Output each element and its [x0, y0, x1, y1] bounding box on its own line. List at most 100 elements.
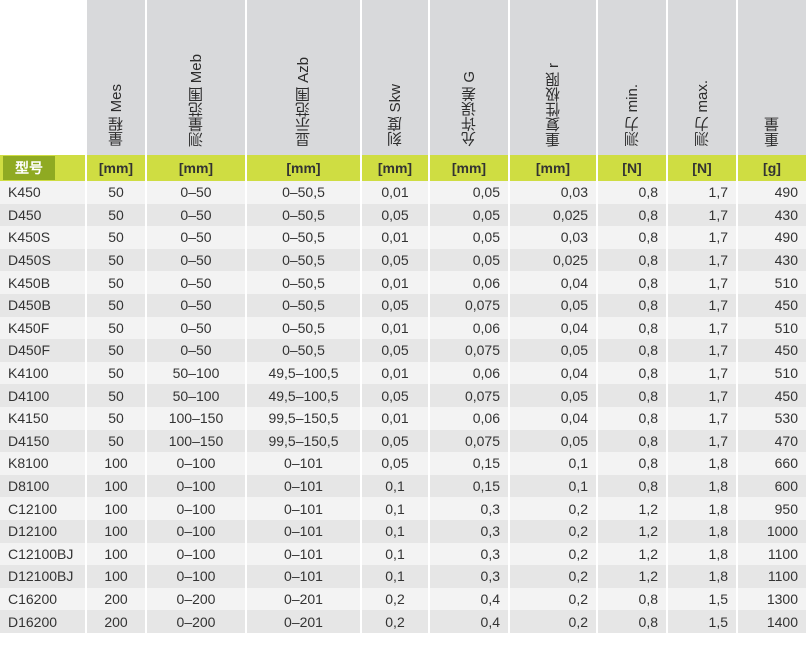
header-label-tolerance: 允许误差 G [460, 71, 478, 147]
value-cell: 0,8 [597, 271, 668, 294]
value-cell: 530 [737, 406, 807, 430]
header-label-range: 量程 Mes [107, 84, 125, 147]
value-cell: 490 [737, 181, 807, 204]
value-cell: 1,5 [667, 587, 738, 611]
value-cell: 1400 [737, 610, 807, 633]
value-cell: 0–100 [146, 565, 247, 588]
value-cell: 0,8 [597, 316, 668, 340]
unit-cell: [g] [737, 155, 807, 181]
value-cell: 0,8 [597, 406, 668, 430]
header-cell: 显示范围 Azb [246, 0, 362, 155]
value-cell: 0,8 [597, 248, 668, 272]
value-cell: 430 [737, 203, 807, 227]
value-cell: 0,01 [361, 406, 430, 430]
header-cell: 测力 max. [667, 0, 738, 155]
value-cell: 0,4 [429, 587, 510, 611]
value-cell: 0–101 [246, 452, 362, 475]
value-cell: 0–100 [146, 519, 247, 543]
model-cell: D4100 [0, 384, 87, 407]
value-cell: 200 [86, 587, 147, 611]
unit-cell: [mm] [429, 155, 510, 181]
value-cell: 0,05 [361, 293, 430, 317]
value-cell: 0–50,5 [246, 248, 362, 272]
model-cell: K4100 [0, 361, 87, 385]
table-row: D4150 50 100–150 99,5–150,5 0,05 0,075 0,05 0,8… [0, 429, 807, 453]
value-cell: 0–100 [146, 542, 247, 566]
value-cell: 1,5 [667, 610, 738, 633]
value-cell: 0,05 [509, 339, 598, 362]
value-cell: 1,8 [667, 452, 738, 475]
model-cell: C16200 [0, 587, 87, 611]
value-cell: 0,05 [509, 429, 598, 453]
value-cell: 430 [737, 248, 807, 272]
value-cell: 1100 [737, 565, 807, 588]
value-cell: 0,8 [597, 181, 668, 204]
value-cell: 0–100 [146, 497, 247, 520]
table-row: D16200 200 0–200 0–201 0,2 0,4 0,2 0,8 1,5 1400 [0, 610, 807, 633]
value-cell: 0,8 [597, 587, 668, 611]
value-cell: 0,2 [509, 497, 598, 520]
value-cell: 0,01 [361, 181, 430, 204]
header-cell: 刻度 Skw [361, 0, 430, 155]
value-cell: 100 [86, 542, 147, 566]
value-cell: 450 [737, 339, 807, 362]
model-cell: K450 [0, 181, 87, 204]
value-cell: 0,8 [597, 293, 668, 317]
value-cell: 0,01 [361, 271, 430, 294]
value-cell: 0,05 [429, 226, 510, 249]
table-row: D450B 50 0–50 0–50,5 0,05 0,075 0,05 0,8 1,7 450 [0, 293, 807, 317]
model-cell: D8100 [0, 474, 87, 498]
value-cell: 0,8 [597, 361, 668, 385]
value-cell: 0–50,5 [246, 293, 362, 317]
value-cell: 0,1 [361, 474, 430, 498]
value-cell: 1,7 [667, 316, 738, 340]
type-label: 型号 [3, 156, 55, 180]
value-cell: 0,01 [361, 316, 430, 340]
model-cell: K450F [0, 316, 87, 340]
value-cell: 0–101 [246, 565, 362, 588]
value-cell: 0,1 [361, 497, 430, 520]
value-cell: 1,2 [597, 542, 668, 566]
value-cell: 510 [737, 361, 807, 385]
model-cell: C12100 [0, 497, 87, 520]
table-row: C12100BJ 100 0–100 0–101 0,1 0,3 0,2 1,2 1,8 1100 [0, 542, 807, 566]
value-cell: 0,3 [429, 519, 510, 543]
value-cell: 0,1 [361, 519, 430, 543]
header-label-force-min: 测力 min. [623, 84, 641, 147]
value-cell: 0,8 [597, 610, 668, 633]
value-cell: 0,05 [361, 203, 430, 227]
value-cell: 0–50 [146, 339, 247, 362]
table-row: K4150 50 100–150 99,5–150,5 0,01 0,06 0,04 0,8 1… [0, 406, 807, 430]
value-cell: 0–50,5 [246, 339, 362, 362]
model-cell: D12100 [0, 519, 87, 543]
value-cell: 0,05 [429, 181, 510, 204]
value-cell: 50 [86, 406, 147, 430]
value-cell: 1000 [737, 519, 807, 543]
header-cell: 测力 min. [597, 0, 668, 155]
value-cell: 0–101 [246, 497, 362, 520]
value-cell: 0,04 [509, 271, 598, 294]
value-cell: 0–100 [146, 452, 247, 475]
value-cell: 50 [86, 248, 147, 272]
value-cell: 0–200 [146, 587, 247, 611]
value-cell: 1,2 [597, 497, 668, 520]
value-cell: 0,2 [361, 587, 430, 611]
value-cell: 50–100 [146, 384, 247, 407]
value-cell: 950 [737, 497, 807, 520]
value-cell: 1300 [737, 587, 807, 611]
model-cell: C12100BJ [0, 542, 87, 566]
value-cell: 1,7 [667, 248, 738, 272]
value-cell: 0,06 [429, 406, 510, 430]
value-cell: 0,1 [509, 452, 598, 475]
value-cell: 0–50 [146, 181, 247, 204]
value-cell: 0–50,5 [246, 181, 362, 204]
value-cell: 0,05 [509, 384, 598, 407]
header-label-measuring-range: 测量范围 Meb [187, 53, 205, 147]
value-cell: 1,7 [667, 429, 738, 453]
header-corner [0, 0, 87, 155]
data-rows: K450 50 0–50 0–50,5 0,01 0,05 0,03 0,8 1,7 490 D45… [0, 181, 807, 633]
value-cell: 600 [737, 474, 807, 498]
value-cell: 1,8 [667, 565, 738, 588]
value-cell: 0–50 [146, 316, 247, 340]
value-cell: 0–100 [146, 474, 247, 498]
